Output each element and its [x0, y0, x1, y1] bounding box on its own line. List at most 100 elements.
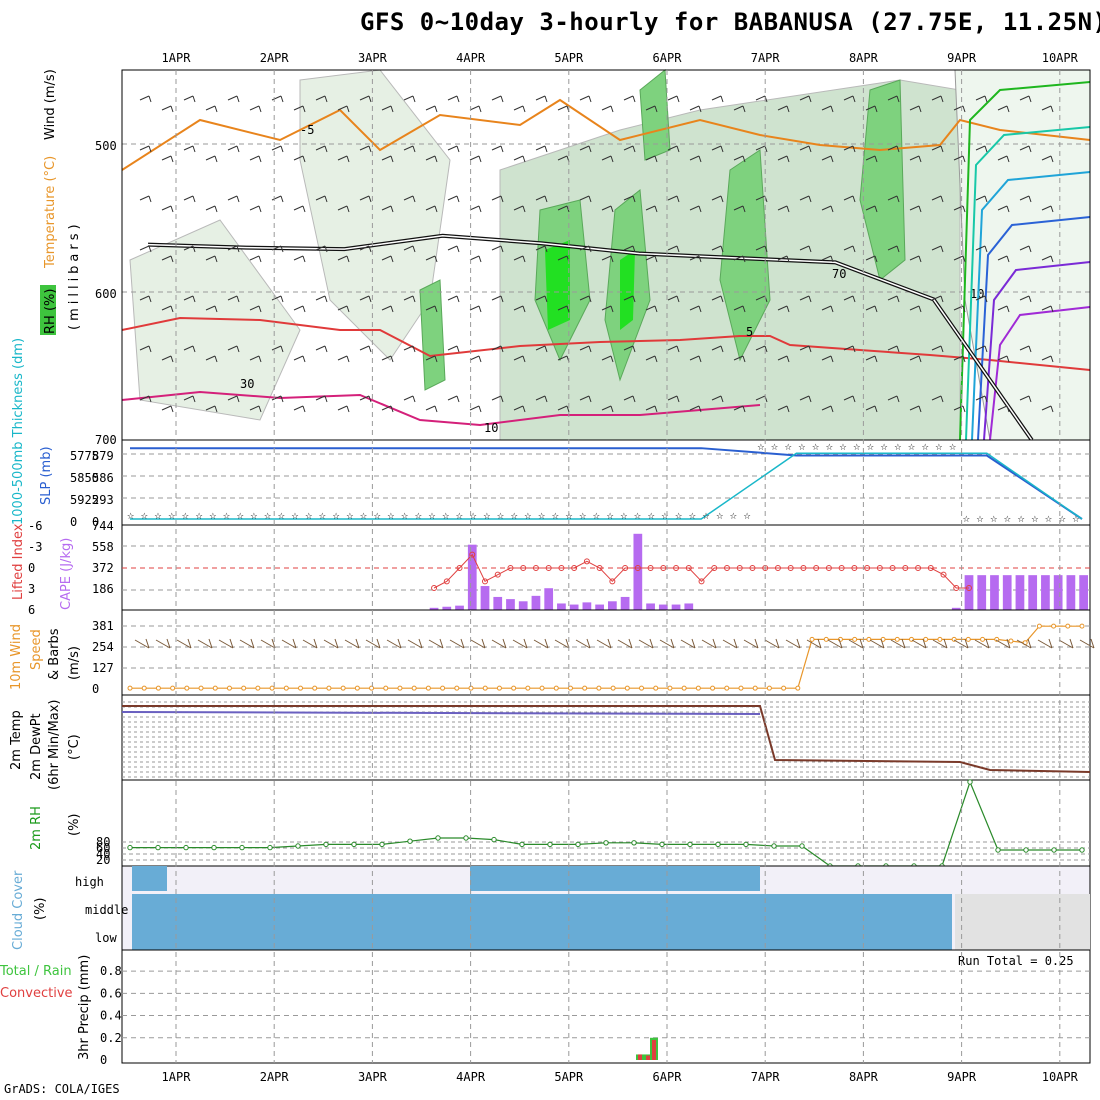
lifted-index-marker	[622, 565, 629, 571]
rh-marker	[1079, 847, 1085, 853]
y-axis-label-unit: (m/s)	[67, 646, 82, 680]
wind-barb	[425, 205, 438, 213]
wind-barb	[711, 195, 724, 203]
wind-barb	[645, 305, 658, 313]
wind-barb	[271, 295, 284, 303]
cape-bar	[1053, 575, 1063, 610]
y-tick-label: 879	[92, 449, 114, 463]
wind-barb	[1019, 395, 1032, 403]
wind-barb	[843, 145, 856, 153]
wind-barb	[975, 245, 988, 253]
thickness-marker: ☆	[798, 439, 805, 453]
rh-legend-swatch	[40, 285, 56, 335]
wind-barb	[601, 205, 614, 213]
wind-barb	[359, 295, 372, 303]
thickness-marker: ☆	[415, 508, 422, 522]
wind-speed-marker	[155, 685, 161, 691]
thickness-marker: ☆	[853, 439, 860, 453]
wind-speed-marker	[312, 685, 318, 691]
wind-barb	[711, 95, 724, 103]
wind-barb	[271, 345, 284, 353]
wind-barb	[139, 295, 152, 303]
wind-barb	[249, 355, 262, 363]
wind-barb	[249, 105, 262, 113]
wind-barb	[134, 638, 150, 649]
lifted-index-marker	[736, 565, 743, 571]
lifted-index-marker	[660, 565, 667, 571]
cape-bar	[658, 604, 668, 610]
wind-barb	[689, 405, 702, 413]
wind-speed-marker	[965, 636, 971, 642]
wind-barb	[667, 145, 680, 153]
wind-barb	[271, 395, 284, 403]
wind-barb	[469, 405, 482, 413]
y-tick-label: 0.6	[100, 986, 122, 1000]
wind-barb	[645, 205, 658, 213]
panel-frame	[121, 949, 1091, 1064]
cape-bar	[1015, 575, 1025, 610]
y-tick-label: 6	[28, 603, 35, 617]
wind-barb	[601, 105, 614, 113]
wind-barb	[777, 255, 790, 263]
cape-bar	[506, 599, 515, 610]
wind-barb	[623, 295, 636, 303]
cold-contour-line	[989, 306, 1091, 441]
lifted-index-marker	[545, 565, 552, 571]
wind-barb	[997, 255, 1010, 263]
wind-barb	[821, 105, 834, 113]
wind-barb	[323, 638, 339, 649]
rh-bright-region	[545, 240, 570, 330]
wind-barb	[403, 95, 416, 103]
wind-speed-marker	[1036, 623, 1042, 629]
wind-barb	[197, 638, 213, 649]
wind-barb	[139, 245, 152, 253]
lifted-index-marker	[724, 565, 730, 571]
wind-speed-marker	[567, 685, 573, 691]
wind-barb	[785, 638, 801, 649]
wind-speed-marker	[610, 685, 616, 691]
wind-barb	[575, 638, 591, 649]
cape-bar	[671, 604, 681, 610]
lifted-index-marker	[571, 565, 578, 571]
wind-barb	[513, 405, 526, 413]
wind-barb	[293, 305, 306, 313]
date-label-top: 1APR	[162, 51, 192, 65]
thickness-marker: ☆	[1018, 511, 1025, 525]
y-tick-label: -6	[28, 519, 42, 533]
lifted-index-marker	[813, 565, 820, 571]
wind-barb	[227, 395, 240, 403]
wind-barb	[249, 305, 262, 313]
wind-barb	[293, 155, 306, 163]
y-tick-label: 254	[92, 640, 114, 654]
wind-barb	[359, 395, 372, 403]
cape-bar	[1002, 575, 1012, 610]
wind-barb	[975, 145, 988, 153]
lifted-index-marker	[647, 565, 654, 571]
wind-barb	[843, 195, 856, 203]
wind-barb	[491, 145, 504, 153]
wind-barb	[623, 95, 636, 103]
lifted-index-line	[433, 553, 969, 589]
wind-barb	[887, 345, 900, 353]
wind-barb	[205, 255, 218, 263]
wind-barb	[513, 355, 526, 363]
wind-barb	[848, 638, 864, 649]
wind-barb	[623, 345, 636, 353]
rh-marker	[351, 841, 357, 848]
wind-barb	[1041, 305, 1054, 313]
date-label-top: 2APR	[260, 51, 290, 65]
y-tick-label: 372	[92, 561, 114, 575]
lifted-index-marker	[711, 565, 718, 571]
wind-barb	[995, 638, 1011, 649]
temperature-contour-0	[121, 98, 1091, 171]
wind-barb	[447, 295, 460, 303]
wind-barb	[887, 95, 900, 103]
date-label-bottom: 1APR	[162, 1070, 192, 1084]
wind-barb	[183, 195, 196, 203]
wind-speed-marker	[198, 685, 204, 691]
wind-speed-marker	[766, 685, 772, 691]
wind-speed-marker	[141, 685, 147, 691]
wind-barb	[953, 355, 966, 363]
rh-marker	[995, 847, 1001, 853]
